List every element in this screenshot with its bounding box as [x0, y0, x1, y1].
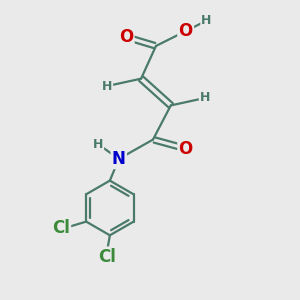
Text: Cl: Cl — [98, 248, 116, 266]
Text: H: H — [102, 80, 112, 93]
Text: H: H — [200, 92, 210, 104]
Text: O: O — [178, 140, 193, 158]
Text: H: H — [93, 138, 103, 151]
Text: N: N — [112, 150, 126, 168]
Text: Cl: Cl — [52, 219, 70, 237]
Text: H: H — [201, 14, 212, 27]
Text: O: O — [178, 22, 193, 40]
Text: O: O — [119, 28, 133, 46]
